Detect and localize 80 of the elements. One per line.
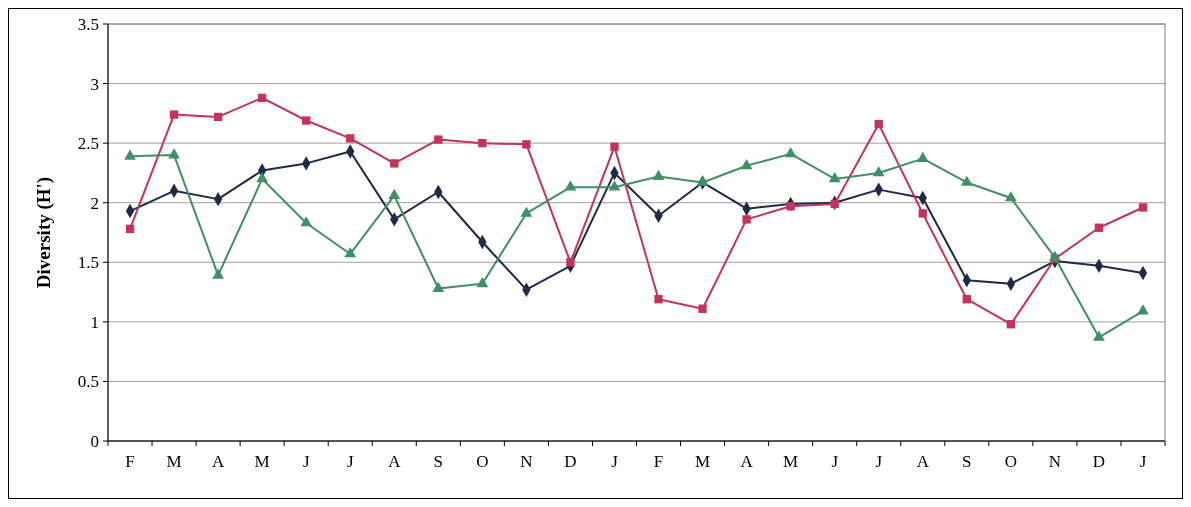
point — [125, 224, 135, 234]
y-tick-label: 0 — [90, 431, 99, 451]
x-tick-label: A — [740, 452, 754, 471]
point — [698, 304, 707, 313]
point — [872, 166, 885, 177]
x-tick-label: M — [783, 452, 799, 471]
y-tick-label: 1.5 — [77, 253, 99, 273]
x-tick-label: J — [875, 452, 883, 471]
point — [1093, 330, 1105, 341]
point — [124, 149, 136, 160]
x-tick-label: J — [1139, 452, 1147, 471]
point — [432, 281, 445, 292]
point — [696, 175, 709, 186]
point — [654, 295, 663, 304]
x-tick-label: F — [653, 452, 664, 471]
point — [610, 142, 619, 151]
point — [566, 258, 575, 267]
point — [564, 180, 577, 191]
x-tick-label: S — [433, 452, 444, 471]
x-tick-label: F — [125, 452, 135, 471]
x-tick-label: S — [962, 452, 972, 471]
x-tick-label: J — [302, 452, 310, 471]
y-tick-label: 1 — [90, 312, 99, 332]
point — [434, 135, 443, 144]
point — [257, 93, 267, 103]
x-tick-label: D — [564, 452, 577, 471]
x-tick-label: M — [254, 452, 270, 471]
x-tick-label: N — [1048, 452, 1062, 471]
point — [300, 216, 313, 227]
point — [522, 140, 531, 149]
x-tick-label: O — [1004, 452, 1017, 471]
x-tick-label: A — [211, 452, 225, 471]
x-tick-label: M — [695, 452, 711, 471]
point — [828, 172, 841, 183]
y-tick-label: 0.5 — [77, 372, 99, 392]
point — [1006, 320, 1016, 329]
point — [1004, 191, 1017, 202]
x-tick-label: M — [166, 452, 182, 471]
x-tick-label: A — [916, 452, 930, 471]
y-tick-label: 2 — [90, 193, 99, 213]
y-tick-label: 3.5 — [77, 14, 99, 34]
point — [874, 119, 883, 129]
x-tick-label: O — [476, 452, 489, 471]
y-tick-label: 3 — [90, 74, 99, 94]
point — [344, 247, 357, 258]
point — [256, 172, 269, 183]
x-tick-label: J — [831, 452, 839, 471]
point — [169, 110, 179, 119]
point — [918, 209, 927, 218]
point — [302, 116, 311, 125]
point — [212, 268, 224, 279]
x-tick-label: A — [388, 452, 402, 471]
point — [830, 199, 839, 209]
point — [962, 295, 971, 304]
x-tick-label: N — [520, 452, 533, 471]
point — [916, 151, 929, 163]
point — [388, 188, 401, 199]
point — [608, 180, 621, 191]
point — [742, 215, 751, 224]
point — [476, 276, 489, 288]
point — [786, 202, 795, 211]
point — [740, 158, 753, 170]
x-tick-label: D — [1092, 452, 1106, 471]
point — [652, 169, 665, 180]
point — [1137, 304, 1149, 315]
point — [478, 138, 487, 148]
x-tick-label: J — [611, 452, 619, 471]
point — [520, 206, 533, 217]
y-axis-title: Diversity (H') — [33, 176, 55, 289]
point — [960, 175, 973, 186]
point — [1049, 250, 1061, 261]
point — [346, 134, 355, 143]
x-tick-label: J — [346, 452, 354, 471]
point — [784, 147, 797, 158]
point — [390, 159, 399, 168]
point — [168, 148, 180, 159]
point — [213, 112, 223, 122]
y-tick-label: 2.5 — [77, 134, 99, 154]
point — [1094, 223, 1104, 232]
point — [1138, 203, 1148, 212]
